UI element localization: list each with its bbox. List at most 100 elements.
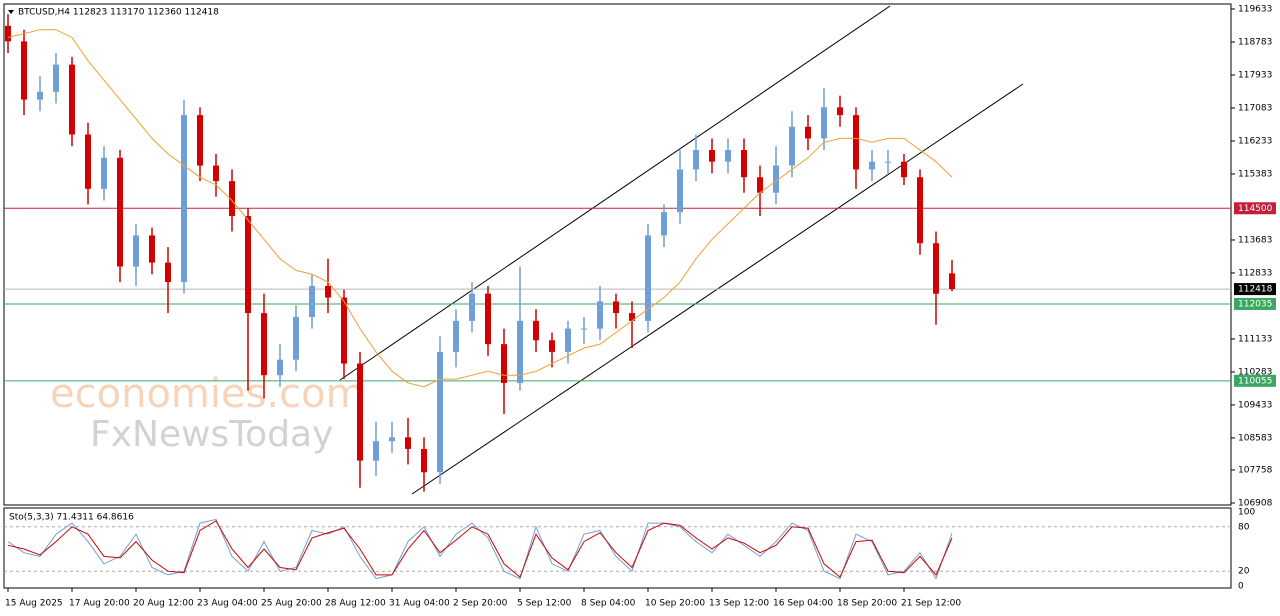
indicator-title: Sto(5,3,3) 71.4311 64.8616 bbox=[9, 513, 134, 523]
candle-body bbox=[645, 235, 651, 321]
candle-body bbox=[613, 301, 619, 314]
candle-body bbox=[821, 107, 827, 139]
y-tick-label: 117083 bbox=[1238, 103, 1272, 113]
candle-body bbox=[229, 181, 235, 217]
candle-body bbox=[773, 165, 779, 193]
x-tick-label: 10 Sep 20:00 bbox=[645, 599, 705, 609]
x-tick-label: 23 Aug 04:00 bbox=[197, 599, 258, 609]
candle-body bbox=[293, 316, 299, 360]
candle-body bbox=[581, 328, 587, 330]
candle-body bbox=[261, 313, 267, 376]
channel-line bbox=[339, 5, 891, 381]
candle-body bbox=[549, 340, 555, 352]
candle-body bbox=[373, 441, 379, 461]
x-tick-label: 8 Sep 04:00 bbox=[581, 599, 636, 609]
menu-arrow bbox=[8, 10, 14, 14]
watermark-text: economies.com bbox=[50, 371, 365, 417]
candle-body bbox=[885, 161, 891, 163]
candle-body bbox=[101, 157, 107, 189]
y-tick-label: 115383 bbox=[1238, 169, 1272, 179]
candle-body bbox=[405, 437, 411, 449]
candle-body bbox=[341, 297, 347, 364]
level-label-bg bbox=[1234, 283, 1276, 296]
level-label: 112035 bbox=[1238, 299, 1272, 309]
price-panel bbox=[3, 3, 1232, 506]
stochastic-panel bbox=[3, 507, 1232, 589]
y-tick-label: 117933 bbox=[1238, 71, 1272, 81]
watermark-text: FxNewsToday bbox=[90, 414, 333, 455]
chart-header: BTCUSD,H4 112823 113170 112360 112418 bbox=[18, 8, 219, 18]
candle-body bbox=[565, 328, 571, 352]
y-tick-label: 108583 bbox=[1238, 433, 1272, 443]
candle-body bbox=[21, 41, 27, 100]
candle-body bbox=[661, 212, 667, 236]
candle-body bbox=[165, 262, 171, 283]
candle-body bbox=[533, 320, 539, 341]
candle-body bbox=[517, 320, 523, 383]
candle-body bbox=[869, 161, 875, 170]
candle-body bbox=[709, 150, 715, 162]
x-tick-label: 16 Sep 04:00 bbox=[773, 599, 833, 609]
candle-body bbox=[325, 285, 331, 298]
y-tick-label: 106908 bbox=[1238, 498, 1273, 508]
level-label: 110055 bbox=[1238, 376, 1272, 386]
candle-body bbox=[693, 150, 699, 170]
y-tick-label: 111133 bbox=[1238, 334, 1272, 344]
stochastic-line bbox=[7, 520, 953, 578]
y-tick-label: 113683 bbox=[1238, 235, 1272, 245]
x-tick-label: 15 Aug 2025 bbox=[5, 599, 63, 609]
candle-body bbox=[469, 293, 475, 321]
candle-body bbox=[69, 64, 75, 135]
candle-body bbox=[725, 150, 731, 162]
candle-body bbox=[917, 177, 923, 244]
candle-body bbox=[837, 107, 843, 116]
candle-body bbox=[197, 115, 203, 166]
level-label: 114500 bbox=[1238, 204, 1273, 214]
moving-average bbox=[7, 29, 953, 388]
x-tick-label: 13 Sep 12:00 bbox=[709, 599, 769, 609]
candle-body bbox=[789, 126, 795, 166]
x-tick-label: 21 Sep 12:00 bbox=[901, 599, 961, 609]
candle-body bbox=[53, 64, 59, 92]
y-tick-label: 118783 bbox=[1238, 38, 1272, 48]
candle-body bbox=[597, 301, 603, 329]
candle-body bbox=[853, 115, 859, 170]
watermark: economies.com FxNewsToday bbox=[50, 371, 365, 455]
candle-body bbox=[453, 320, 459, 352]
y-tick-label: 20 bbox=[1238, 567, 1250, 577]
y-tick-label: 112833 bbox=[1238, 268, 1272, 278]
y-tick-label: 80 bbox=[1238, 522, 1250, 532]
candle-body bbox=[245, 216, 251, 314]
candle-body bbox=[389, 437, 395, 442]
x-tick-label: 17 Aug 20:00 bbox=[69, 599, 130, 609]
candle-body bbox=[757, 177, 763, 193]
y-tick-label: 107758 bbox=[1238, 465, 1273, 475]
candle-body bbox=[805, 126, 811, 139]
y-tick-label: 100 bbox=[1238, 508, 1255, 518]
x-tick-label: 25 Aug 20:00 bbox=[261, 599, 322, 609]
candle-body bbox=[213, 165, 219, 182]
candle-body bbox=[949, 273, 955, 290]
candle-body bbox=[437, 351, 443, 473]
level-label: 112418 bbox=[1238, 285, 1273, 295]
candle-body bbox=[277, 359, 283, 376]
candle-body bbox=[741, 150, 747, 178]
y-tick-label: 109433 bbox=[1238, 400, 1272, 410]
x-tick-label: 5 Sep 12:00 bbox=[517, 599, 572, 609]
candle-body bbox=[85, 134, 91, 189]
candle-body bbox=[149, 235, 155, 263]
y-tick-label: 116233 bbox=[1238, 136, 1272, 146]
candle-body bbox=[133, 235, 139, 267]
candle-body bbox=[501, 344, 507, 383]
candle-body bbox=[117, 157, 123, 267]
level-label-bg bbox=[1234, 202, 1276, 215]
y-tick-label: 119633 bbox=[1238, 5, 1272, 15]
candle-body bbox=[677, 169, 683, 213]
level-label-bg bbox=[1234, 374, 1276, 387]
candle-body bbox=[37, 91, 43, 100]
x-tick-label: 20 Aug 12:00 bbox=[133, 599, 194, 609]
candle-body bbox=[629, 313, 635, 321]
x-tick-label: 31 Aug 04:00 bbox=[389, 599, 450, 609]
